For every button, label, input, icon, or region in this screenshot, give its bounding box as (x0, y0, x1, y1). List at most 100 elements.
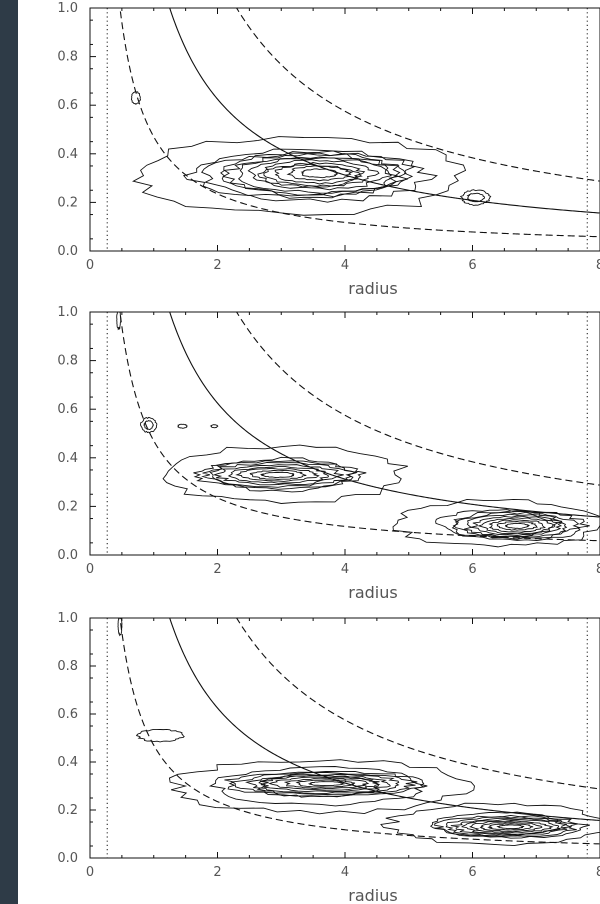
panel-2: 024680.00.20.40.60.81.0radiusFrequency (57, 305, 600, 602)
contour-line (464, 513, 568, 538)
contour-line (504, 522, 531, 529)
contour-line (214, 464, 344, 486)
contour-line (487, 823, 534, 831)
contour-line (132, 136, 467, 216)
dashed-curve-inner (119, 8, 600, 238)
contour-line (209, 456, 358, 493)
x-tick-label: 8 (596, 258, 600, 273)
contour-line (260, 774, 392, 793)
plot-area (106, 8, 600, 251)
contour-line (300, 168, 339, 179)
contour-line (268, 776, 381, 791)
y-tick-label: 0.8 (57, 50, 78, 65)
contour-line (209, 424, 219, 429)
contour-figure: 024680.00.20.40.60.81.0radiusFrequency02… (18, 0, 600, 904)
contour-line (451, 510, 590, 541)
y-tick-label: 0.2 (57, 803, 78, 818)
dashed-curve-inner (119, 312, 600, 542)
y-tick-label: 0.2 (57, 195, 78, 210)
x-axis-label: radius (348, 279, 397, 298)
contour-line (496, 521, 539, 531)
solid-curve (169, 312, 600, 518)
contour-line (230, 771, 418, 795)
contour-line (247, 156, 392, 191)
dashed-curve-inner (119, 618, 600, 845)
contour-line (452, 511, 581, 540)
contour-line (162, 444, 408, 504)
dashed-curve-outer (235, 8, 600, 182)
contour-line (201, 152, 408, 199)
contour-line (237, 152, 407, 194)
contour-line (245, 773, 400, 795)
contour-line (117, 618, 123, 637)
contour-line (182, 148, 438, 203)
contour-line (140, 416, 158, 434)
x-tick-label: 2 (213, 562, 221, 577)
contour-line (470, 515, 564, 537)
x-tick-label: 8 (596, 562, 600, 577)
y-tick-label: 1.0 (57, 305, 78, 320)
y-tick-label: 0.0 (57, 244, 78, 259)
contour-line (283, 778, 370, 790)
contour-line (307, 781, 346, 787)
contour-line (445, 816, 579, 837)
y-tick-label: 1.0 (57, 1, 78, 16)
x-axis-label: radius (348, 583, 397, 602)
contour-line (392, 498, 600, 548)
x-tick-label: 6 (468, 562, 476, 577)
contour-line (286, 165, 354, 182)
x-tick-label: 8 (596, 865, 600, 880)
x-tick-label: 2 (213, 865, 221, 880)
x-tick-label: 0 (86, 865, 94, 880)
dashed-curve-outer (235, 312, 600, 486)
x-axis-label: radius (348, 886, 397, 904)
contour-line (208, 766, 428, 807)
solid-curve (169, 618, 600, 821)
contour-line (224, 771, 425, 797)
contour-line (130, 91, 142, 106)
contour-line (479, 821, 543, 832)
contour-line (274, 162, 366, 185)
x-tick-label: 2 (213, 258, 221, 273)
contour-line (143, 419, 155, 430)
x-tick-label: 4 (341, 562, 349, 577)
panel-1: 024680.00.20.40.60.81.0radiusFrequency (57, 1, 600, 298)
y-tick-label: 0.4 (57, 755, 78, 770)
y-tick-label: 0.8 (57, 659, 78, 674)
x-tick-label: 4 (341, 865, 349, 880)
contour-line (201, 462, 357, 488)
contour-line (177, 423, 188, 429)
contour-line (488, 519, 546, 533)
y-tick-label: 0.6 (57, 98, 78, 113)
contour-line (263, 159, 380, 188)
x-tick-label: 4 (341, 258, 349, 273)
y-tick-label: 0.6 (57, 707, 78, 722)
contour-line (459, 189, 492, 206)
contour-line (380, 802, 600, 847)
contour-line (496, 824, 525, 830)
y-tick-label: 1.0 (57, 611, 78, 626)
contour-line (193, 460, 367, 490)
dashed-curve-outer (235, 618, 600, 790)
contour-line (450, 817, 572, 836)
x-tick-label: 0 (86, 258, 94, 273)
x-tick-label: 6 (468, 258, 476, 273)
contour-line (435, 509, 563, 538)
plot-area (106, 618, 600, 858)
contour-line (477, 517, 556, 535)
contour-line (460, 819, 561, 835)
contour-line (433, 815, 590, 839)
y-tick-label: 0.8 (57, 354, 78, 369)
contour-line (235, 467, 320, 482)
contour-line (222, 150, 416, 198)
contour-line (295, 779, 356, 788)
y-tick-label: 0.6 (57, 402, 78, 417)
panel-3: 024680.00.20.40.60.81.0radiusFrequency (57, 611, 600, 904)
x-tick-label: 0 (86, 562, 94, 577)
y-tick-label: 0.0 (57, 548, 78, 563)
contour-line (116, 312, 122, 331)
contour-line (227, 466, 330, 484)
contour-line (135, 728, 185, 743)
contour-line (469, 820, 554, 834)
plot-area (106, 312, 600, 555)
